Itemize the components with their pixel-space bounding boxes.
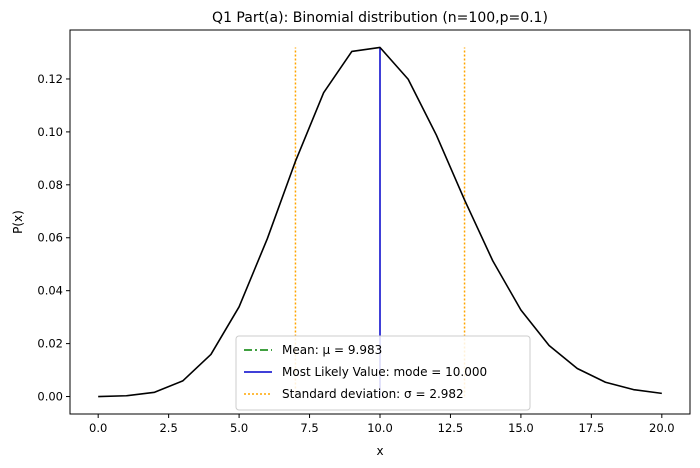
y-axis: 0.00 0.02 0.04 0.06 0.08 0.10 0.12 [37,72,70,404]
y-tick-label: 0.10 [37,125,63,139]
x-tick-label: 17.5 [579,421,605,435]
series-line-0 [98,46,662,398]
y-tick-label: 0.08 [37,178,63,192]
legend-label-0: Mean: μ = 9.983 [282,343,382,357]
x-tick-label: 10.0 [367,421,393,435]
x-tick-label: 2.5 [159,421,177,435]
legend-label-1: Most Likely Value: mode = 10.000 [282,365,487,379]
x-tick-label: 15.0 [508,421,534,435]
x-axis: 0.0 2.5 5.0 7.5 10.0 12.5 15.0 17.5 20.0 [89,414,675,435]
x-tick-label: 5.0 [230,421,248,435]
x-axis-label: x [376,444,383,458]
y-tick-label: 0.02 [37,337,63,351]
legend-box [235,335,531,411]
chart-title: Q1 Part(a): Binomial distribution (n=100… [212,10,548,26]
y-tick-label: 0.04 [37,284,63,298]
x-tick-label: 20.0 [649,421,675,435]
legend-label-2: Standard deviation: σ = 2.982 [282,387,464,401]
x-tick-label: 0.0 [89,421,107,435]
x-tick-label: 12.5 [438,421,464,435]
legend: Mean: μ = 9.983 Most Likely Value: mode =… [235,335,531,411]
x-tick-label: 7.5 [300,421,318,435]
y-axis-label: P(x) [11,210,25,234]
y-tick-label: 0.12 [37,72,63,86]
y-tick-label: 0.06 [37,231,63,245]
y-tick-label: 0.00 [37,390,63,404]
